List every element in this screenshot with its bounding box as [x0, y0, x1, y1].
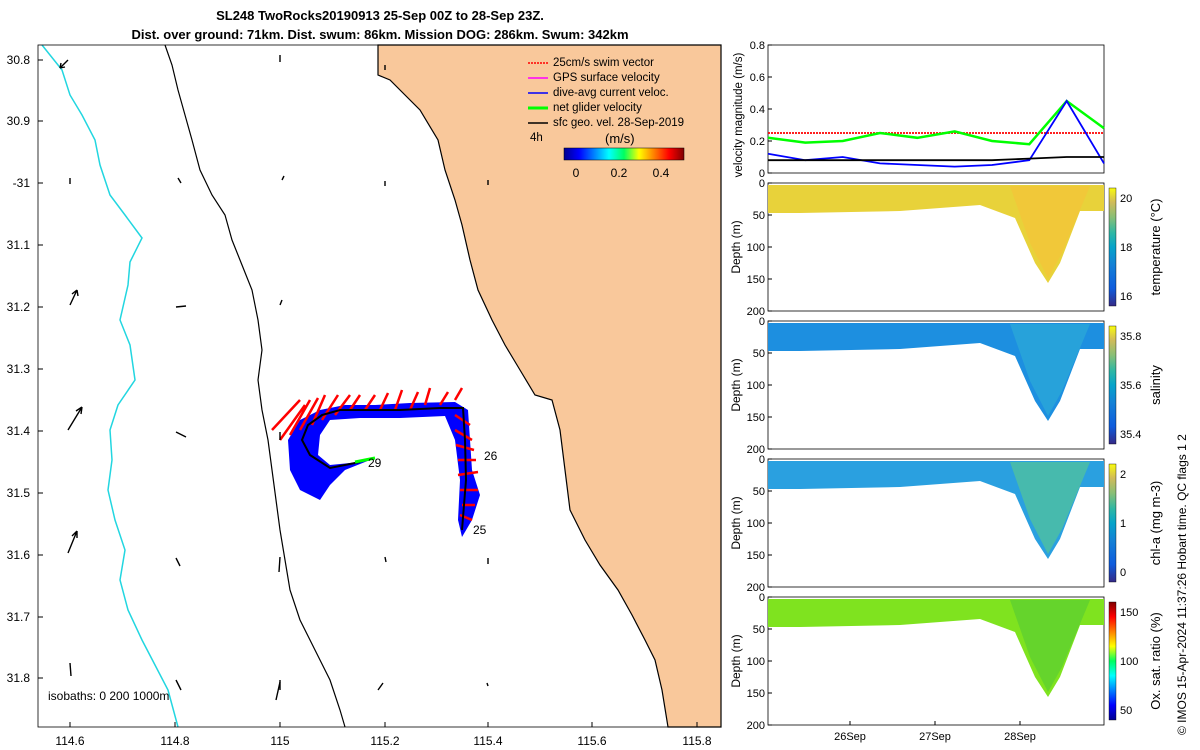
isobath-1000	[41, 44, 179, 728]
map-ytick-label: 31.7	[7, 610, 31, 624]
day-label-29: 29	[368, 456, 382, 470]
map-ytick-label: 31.2	[7, 300, 31, 314]
day-label-26: 26	[484, 449, 498, 463]
map-xtick-label: 115.4	[473, 734, 502, 748]
map-xtick-label: 115.2	[370, 734, 399, 748]
legend-gps: GPS surface velocity	[553, 72, 660, 84]
map-legend: 25cm/s swim vector GPS surface velocity …	[528, 57, 684, 146]
legend-net: net glider velocity	[553, 102, 642, 114]
map-frame	[37, 44, 722, 728]
map-ytick-label: 31.6	[7, 548, 31, 562]
chart-title-line1: SL248 TwoRocks20190913 25-Sep 00Z to 28-…	[216, 8, 544, 23]
map-xtick-label: 115.8	[682, 734, 711, 748]
swim-vector-field	[271, 387, 479, 522]
colorbar-tick-1: 0.2	[611, 166, 628, 180]
map-ytick-label: 31.8	[7, 671, 31, 685]
day-label-25: 25	[473, 523, 487, 537]
map-ytick-label: 30.9	[7, 114, 31, 128]
sfc-velocity-arrows	[59, 55, 489, 701]
isobath-200	[164, 44, 346, 728]
map-xtick-label: 115.6	[577, 734, 606, 748]
map-ytick-label: 31.3	[7, 362, 31, 376]
colorbar-tick-0: 0	[573, 166, 580, 180]
map-xtick-label: 114.6	[55, 734, 84, 748]
colorbar-tick-2: 0.4	[653, 166, 670, 180]
map-ytick-label: 30.8	[7, 53, 31, 67]
chart-title-line2: Dist. over ground: 71km. Dist. swum: 86k…	[131, 27, 629, 42]
legend-swim: 25cm/s swim vector	[553, 57, 654, 69]
map-ytick-label: 31.5	[7, 486, 31, 500]
isobaths-label: isobaths: 0 200 1000m	[48, 689, 169, 703]
map-xtick-label: 115	[270, 734, 289, 748]
legend-sfc: sfc geo. vel. 28-Sep-2019	[553, 117, 684, 129]
map-ytick-label: 31.4	[7, 424, 31, 438]
interval-label: 4h	[530, 132, 543, 144]
map-xtick-label: 114.8	[160, 734, 189, 748]
map-ytick-label: -31	[13, 176, 31, 190]
land-area	[377, 44, 722, 728]
glider-track	[300, 407, 468, 531]
map-ticks: 114.6 114.8 115 115.2 115.4 115.6 115.8 30.8 30.…	[7, 53, 712, 748]
net-velocity-segment	[354, 456, 376, 464]
dive-current-swath	[288, 402, 480, 537]
map-ytick-label: 31.1	[7, 238, 31, 252]
speed-colorbar	[563, 147, 685, 161]
colorbar-label: (m/s)	[605, 131, 635, 146]
legend-dive: dive-avg current veloc.	[553, 87, 669, 99]
